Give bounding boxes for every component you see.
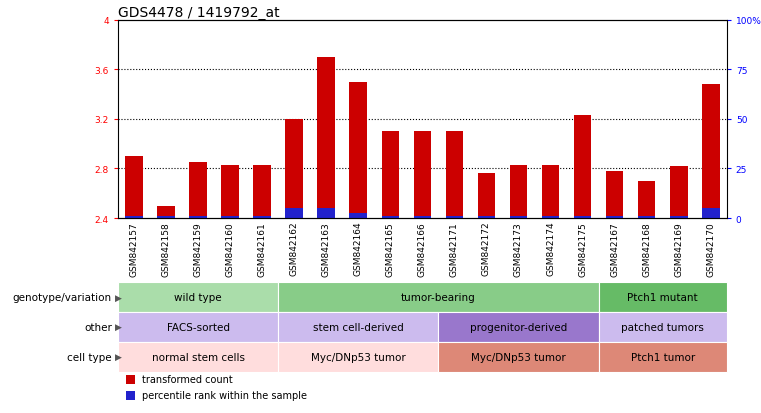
Bar (478, 174, 495, 218)
Bar (670, 216, 687, 218)
Bar (285, 209, 303, 218)
Bar (158, 216, 175, 218)
Bar (381, 132, 399, 218)
Bar (349, 83, 367, 218)
Bar (446, 132, 463, 218)
Text: ▶: ▶ (115, 352, 122, 361)
Bar (670, 166, 687, 218)
Text: Myc/DNp53 tumor: Myc/DNp53 tumor (311, 352, 406, 362)
Text: percentile rank within the sample: percentile rank within the sample (142, 390, 307, 400)
Bar (702, 209, 720, 218)
Bar (125, 157, 143, 218)
Text: patched tumors: patched tumors (621, 322, 704, 332)
Bar (317, 58, 335, 218)
Text: other: other (84, 322, 112, 332)
Text: FACS-sorted: FACS-sorted (167, 322, 230, 332)
Text: genotype/variation: genotype/variation (13, 292, 112, 302)
Bar (606, 171, 623, 218)
Text: Ptch1 mutant: Ptch1 mutant (627, 292, 698, 302)
Bar (446, 216, 463, 218)
Text: transformed count: transformed count (142, 375, 232, 385)
Bar (189, 163, 207, 218)
Text: tumor-bearing: tumor-bearing (401, 292, 476, 302)
Bar (542, 165, 559, 218)
Bar (317, 209, 335, 218)
Bar (349, 214, 367, 218)
Text: wild type: wild type (174, 292, 222, 302)
Bar (413, 216, 431, 218)
Bar (158, 206, 175, 218)
Text: GDS4478 / 1419792_at: GDS4478 / 1419792_at (118, 6, 279, 20)
Bar (574, 216, 591, 218)
Bar (253, 165, 271, 218)
Text: cell type: cell type (67, 352, 112, 362)
Text: Ptch1 tumor: Ptch1 tumor (631, 352, 695, 362)
Bar (221, 165, 239, 218)
Text: Myc/DNp53 tumor: Myc/DNp53 tumor (471, 352, 566, 362)
Bar (381, 216, 399, 218)
Text: ▶: ▶ (115, 293, 122, 302)
Bar (253, 216, 271, 218)
Bar (638, 216, 655, 218)
Bar (285, 119, 303, 218)
Bar (413, 132, 431, 218)
Bar (574, 116, 591, 218)
Bar (510, 165, 527, 218)
Bar (478, 216, 495, 218)
Bar (221, 216, 239, 218)
Bar (542, 216, 559, 218)
Bar (702, 85, 720, 218)
Text: progenitor-derived: progenitor-derived (470, 322, 567, 332)
Bar (189, 216, 207, 218)
Text: normal stem cells: normal stem cells (151, 352, 244, 362)
Bar (125, 216, 143, 218)
Bar (606, 216, 623, 218)
Text: ▶: ▶ (115, 323, 122, 332)
Text: stem cell-derived: stem cell-derived (313, 322, 403, 332)
Bar (510, 216, 527, 218)
Bar (638, 181, 655, 218)
